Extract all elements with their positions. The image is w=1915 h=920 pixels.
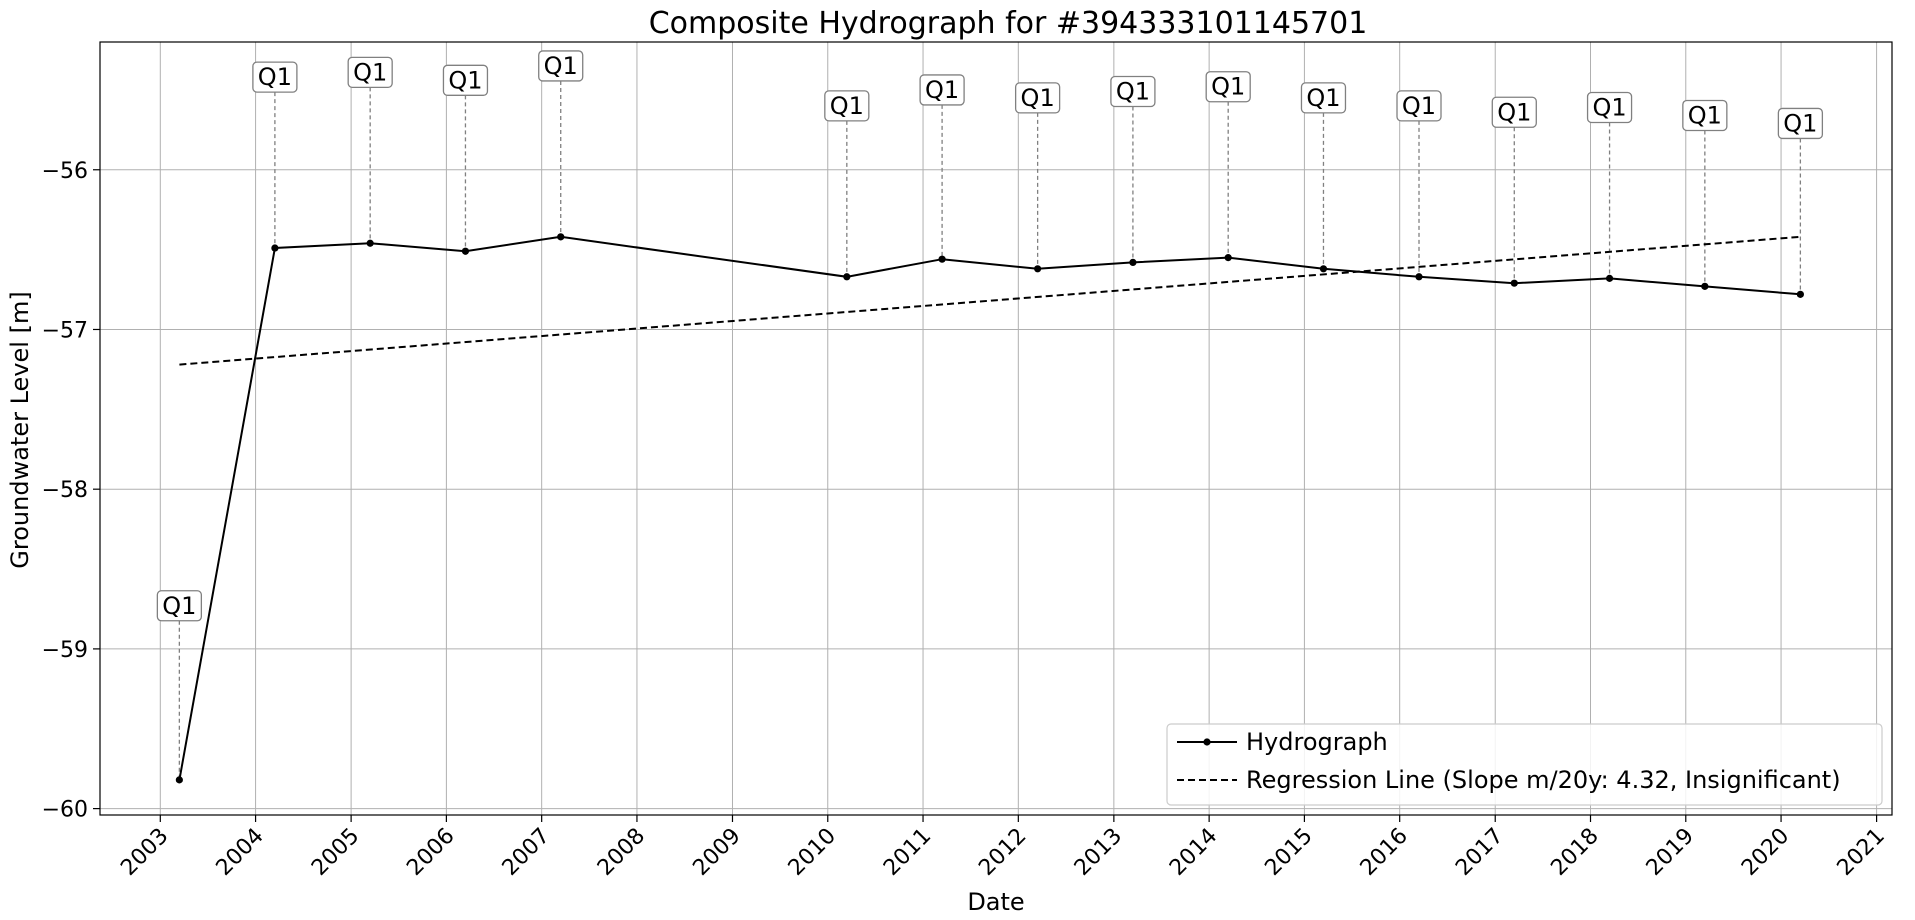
point-label-box	[538, 50, 584, 82]
point-label: Q1	[1306, 84, 1340, 112]
hydrograph-point	[175, 776, 183, 784]
hydrograph-point	[1605, 274, 1614, 282]
y-axis: −56 −57 −58 −59 −60	[42, 159, 100, 823]
x-tick-label: 2016	[1356, 824, 1413, 881]
point-label: Q1	[448, 66, 482, 94]
grid	[100, 42, 1892, 815]
point-label-box	[1014, 82, 1061, 114]
point-label-box	[252, 61, 298, 93]
hydrograph-line	[178, 235, 1801, 781]
point-label: Q1	[353, 58, 387, 86]
plot-frame	[99, 41, 1893, 816]
point-label: Q1	[1688, 101, 1722, 129]
regression-line	[179, 235, 1801, 366]
legend-hydrograph-marker	[1203, 738, 1211, 746]
legend-regression-label: Regression Line (Slope m/20y: 4.32, Insi…	[1246, 766, 1841, 794]
x-tick-label: 2011	[879, 824, 936, 881]
series-layer	[175, 233, 1804, 784]
hydrograph-point	[1129, 258, 1137, 267]
x-tick-label: 2010	[784, 824, 841, 881]
legend: Hydrograph Regression Line (Slope m/20y:…	[1166, 723, 1883, 806]
legend-hydrograph-label: Hydrograph	[1246, 728, 1388, 756]
x-axis: 2003 2004 2005 2006 2007 2008 2009 2010 2011 2012…	[116, 815, 1890, 881]
legend-box	[1166, 723, 1883, 806]
point-label: Q1	[258, 63, 292, 91]
hydrograph-point	[1224, 254, 1232, 262]
y-tick-label: −60	[42, 798, 88, 823]
point-label: Q1	[1116, 78, 1150, 106]
hydrograph-point	[461, 247, 470, 255]
x-tick-label: 2014	[1165, 824, 1222, 881]
point-label: Q1	[925, 76, 959, 104]
x-tick-label: 2015	[1260, 824, 1317, 881]
point-label-box	[1682, 99, 1728, 132]
x-tick-label: 2021	[1833, 824, 1890, 881]
x-tick-label: 2012	[974, 824, 1031, 881]
point-label-box	[156, 590, 203, 622]
point-label-box	[1491, 96, 1537, 128]
hydrograph-point	[271, 244, 279, 252]
hydrograph-point	[557, 233, 565, 241]
point-label: Q1	[162, 592, 196, 620]
point-label-box	[1396, 90, 1442, 122]
point-label-box	[919, 74, 965, 106]
point-label-box	[1300, 82, 1347, 114]
x-tick-label: 2007	[498, 824, 555, 881]
point-labels: Q1 Q1 Q1 Q1 Q1 Q1 Q1 Q1 Q1 Q1 Q1 Q1 Q1 Q1 Q1 Q1	[156, 50, 1824, 622]
point-label: Q1	[1497, 98, 1531, 126]
x-tick-label: 2009	[688, 824, 745, 881]
hydrograph-point	[1510, 279, 1518, 287]
point-label-box	[1110, 75, 1156, 108]
chart-title: Composite Hydrograph for #39433310114570…	[649, 6, 1368, 41]
x-tick-label: 2006	[402, 824, 459, 881]
y-tick-label: −58	[42, 478, 88, 503]
hydrograph-point	[1701, 282, 1709, 290]
point-label: Q1	[1402, 92, 1436, 120]
point-label-box	[347, 56, 393, 88]
point-label-box	[1205, 71, 1251, 103]
hydrograph-point	[1319, 265, 1328, 273]
x-tick-label: 2008	[593, 824, 650, 881]
hydrograph-point	[1415, 273, 1423, 281]
y-tick-label: −56	[42, 159, 88, 184]
x-tick-label: 2017	[1451, 824, 1508, 881]
point-label-leaders	[178, 80, 1802, 780]
point-label: Q1	[1211, 73, 1245, 101]
x-tick-label: 2004	[212, 824, 269, 881]
point-label: Q1	[544, 52, 578, 80]
x-tick-label: 2013	[1070, 824, 1127, 881]
point-label-box	[1777, 107, 1824, 140]
hydrograph-point	[1034, 265, 1042, 273]
point-label: Q1	[1783, 109, 1817, 137]
x-tick-label: 2005	[307, 824, 364, 881]
hydrograph-point	[1796, 290, 1804, 298]
x-axis-title: Date	[967, 888, 1024, 916]
y-axis-title: Groundwater Level [m]	[6, 291, 34, 568]
point-label: Q1	[1021, 84, 1055, 112]
y-tick-label: −59	[42, 638, 88, 663]
point-label-box	[1586, 91, 1633, 124]
hydrograph-point	[938, 255, 946, 263]
point-label: Q1	[830, 92, 864, 120]
hydrograph-point	[843, 273, 851, 281]
point-label-box	[442, 64, 489, 96]
point-label: Q1	[1592, 93, 1626, 121]
x-tick-label: 2020	[1737, 824, 1794, 881]
point-label-box	[824, 90, 870, 122]
y-tick-label: −57	[42, 318, 88, 343]
x-tick-label: 2019	[1642, 824, 1699, 881]
x-tick-label: 2003	[116, 824, 173, 881]
hydrograph-point	[366, 239, 374, 247]
x-tick-label: 2018	[1546, 824, 1603, 881]
